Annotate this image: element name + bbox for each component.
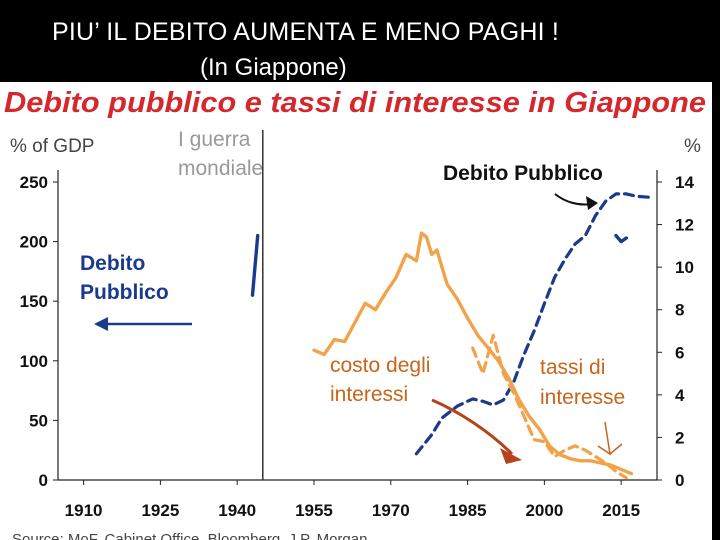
x-tick-label: 2000	[525, 501, 563, 520]
x-tick-label: 1925	[141, 501, 179, 520]
series-line-0-54	[614, 233, 628, 244]
chart-title: Debito pubblico e tassi di interesse in …	[4, 87, 706, 119]
left-tick-label: 50	[29, 411, 48, 430]
x-tick-label: 1985	[449, 501, 487, 520]
source-note: Source: MoF, Cabinet Office, Bloomberg, …	[12, 531, 367, 540]
chart-svg: Debito pubblico e tassi di interesse in …	[4, 87, 706, 540]
left-tick-label: 100	[20, 352, 48, 371]
annotation-costo-2: interessi	[330, 383, 408, 406]
slide-title-line-1: PIU’ IL DEBITO AUMENTA E MENO PAGHI !	[52, 18, 560, 46]
left-axis-label: % of GDP	[10, 136, 94, 157]
event-label-line-1: I guerra	[178, 128, 251, 151]
left-tick-label: 0	[39, 471, 48, 490]
x-tick-label: 1910	[65, 501, 103, 520]
left-tick-label: 200	[20, 233, 48, 252]
arrow-pointer-icon	[554, 193, 598, 210]
annotation-costo-1: costo degli	[330, 354, 430, 377]
right-tick-label: 10	[675, 258, 694, 277]
left-tick-label: 150	[20, 292, 48, 311]
x-tick-label: 1940	[218, 501, 256, 520]
right-tick-label: 4	[675, 386, 685, 405]
annotation-debito-pubblico-right: Debito Pubblico	[443, 162, 603, 185]
right-tick-label: 6	[675, 343, 684, 362]
series-line-0-19	[250, 233, 260, 297]
chart-panel: Debito pubblico e tassi di interesse in …	[0, 82, 712, 540]
series-line-3-0	[471, 333, 628, 480]
right-axis-label: %	[684, 136, 701, 157]
right-tick-label: 2	[675, 428, 684, 447]
arrow-curve-icon	[431, 398, 522, 464]
tick-layer: 0 50 100 150 200 250 0 2 4 6 8 10 12 14 1910 1925 1940 19…	[20, 173, 695, 520]
annotation-tassi-1: tassi di	[540, 356, 605, 379]
slide-title: PIU’ IL DEBITO AUMENTA E MENO PAGHI ! (I…	[0, 14, 720, 90]
right-tick-label: 8	[675, 301, 684, 320]
annotation-debito-pubblico-left-1: Debito	[80, 252, 145, 275]
x-tick-label: 1955	[295, 501, 333, 520]
x-tick-label: 2015	[602, 501, 640, 520]
handwritten-arrow-icon	[597, 421, 623, 456]
left-tick-label: 250	[20, 173, 48, 192]
annotation-tassi-2: interesse	[540, 386, 625, 409]
slide-title-line-2: (In Giappone)	[200, 54, 347, 81]
right-tick-label: 14	[675, 173, 694, 192]
plot-frame	[57, 130, 658, 481]
arrow-left-icon	[94, 317, 192, 331]
annotation-debito-pubblico-left-2: Pubblico	[80, 281, 169, 304]
series-layer	[250, 192, 654, 480]
event-label-line-2: mondiale	[178, 157, 263, 180]
right-tick-label: 12	[675, 216, 694, 235]
series-line-1-0	[414, 192, 654, 456]
x-tick-label: 1970	[372, 501, 410, 520]
right-tick-label: 0	[675, 471, 684, 490]
series-line-2-0	[312, 231, 634, 476]
